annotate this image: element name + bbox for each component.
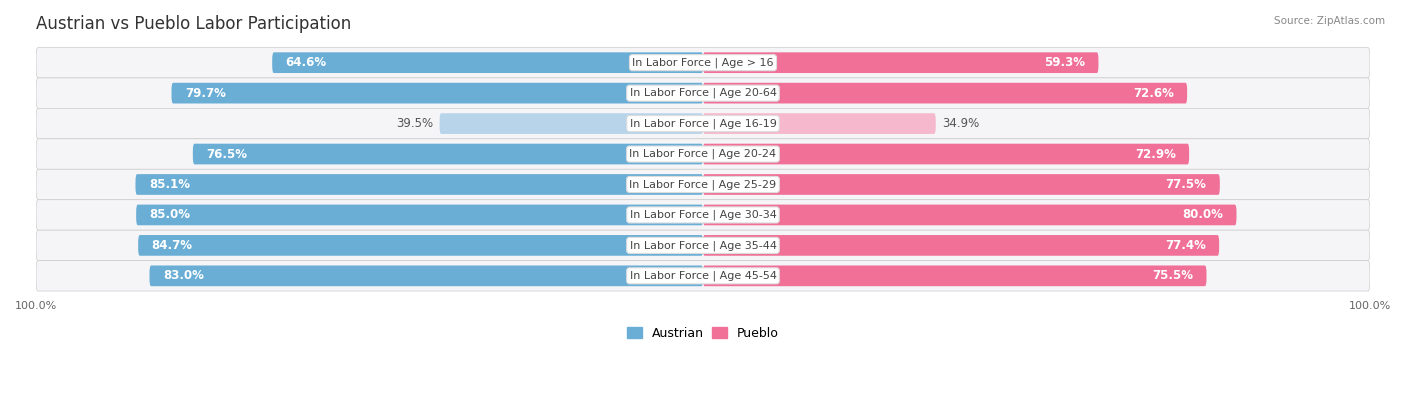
Text: In Labor Force | Age 20-64: In Labor Force | Age 20-64 — [630, 88, 776, 98]
Text: 79.7%: 79.7% — [184, 87, 226, 100]
FancyBboxPatch shape — [136, 205, 703, 225]
Text: In Labor Force | Age 45-54: In Labor Force | Age 45-54 — [630, 271, 776, 281]
Text: 34.9%: 34.9% — [942, 117, 980, 130]
Text: In Labor Force | Age 25-29: In Labor Force | Age 25-29 — [630, 179, 776, 190]
FancyBboxPatch shape — [37, 139, 1369, 169]
Text: 77.4%: 77.4% — [1166, 239, 1206, 252]
Text: 85.0%: 85.0% — [149, 209, 190, 222]
Text: 75.5%: 75.5% — [1152, 269, 1194, 282]
FancyBboxPatch shape — [703, 265, 1206, 286]
FancyBboxPatch shape — [37, 230, 1369, 261]
Text: 85.1%: 85.1% — [149, 178, 190, 191]
FancyBboxPatch shape — [703, 174, 1220, 195]
Text: 72.9%: 72.9% — [1135, 148, 1175, 160]
Text: In Labor Force | Age 30-34: In Labor Force | Age 30-34 — [630, 210, 776, 220]
Text: Source: ZipAtlas.com: Source: ZipAtlas.com — [1274, 16, 1385, 26]
FancyBboxPatch shape — [37, 47, 1369, 78]
FancyBboxPatch shape — [440, 113, 703, 134]
FancyBboxPatch shape — [703, 235, 1219, 256]
FancyBboxPatch shape — [37, 261, 1369, 291]
FancyBboxPatch shape — [703, 52, 1098, 73]
Text: In Labor Force | Age > 16: In Labor Force | Age > 16 — [633, 57, 773, 68]
Text: In Labor Force | Age 16-19: In Labor Force | Age 16-19 — [630, 118, 776, 129]
FancyBboxPatch shape — [703, 83, 1187, 103]
Text: 77.5%: 77.5% — [1166, 178, 1206, 191]
FancyBboxPatch shape — [193, 144, 703, 164]
Text: 64.6%: 64.6% — [285, 56, 326, 69]
FancyBboxPatch shape — [703, 205, 1236, 225]
FancyBboxPatch shape — [149, 265, 703, 286]
Text: Austrian vs Pueblo Labor Participation: Austrian vs Pueblo Labor Participation — [37, 15, 352, 33]
FancyBboxPatch shape — [172, 83, 703, 103]
Text: 39.5%: 39.5% — [396, 117, 433, 130]
Text: In Labor Force | Age 20-24: In Labor Force | Age 20-24 — [630, 149, 776, 159]
Text: In Labor Force | Age 35-44: In Labor Force | Age 35-44 — [630, 240, 776, 251]
Text: 59.3%: 59.3% — [1045, 56, 1085, 69]
Legend: Austrian, Pueblo: Austrian, Pueblo — [623, 322, 783, 345]
Text: 72.6%: 72.6% — [1133, 87, 1174, 100]
FancyBboxPatch shape — [703, 144, 1189, 164]
Text: 76.5%: 76.5% — [207, 148, 247, 160]
FancyBboxPatch shape — [703, 113, 936, 134]
Text: 84.7%: 84.7% — [152, 239, 193, 252]
FancyBboxPatch shape — [37, 78, 1369, 108]
FancyBboxPatch shape — [138, 235, 703, 256]
Text: 80.0%: 80.0% — [1182, 209, 1223, 222]
FancyBboxPatch shape — [37, 169, 1369, 200]
Text: 83.0%: 83.0% — [163, 269, 204, 282]
FancyBboxPatch shape — [273, 52, 703, 73]
FancyBboxPatch shape — [135, 174, 703, 195]
FancyBboxPatch shape — [37, 108, 1369, 139]
FancyBboxPatch shape — [37, 200, 1369, 230]
